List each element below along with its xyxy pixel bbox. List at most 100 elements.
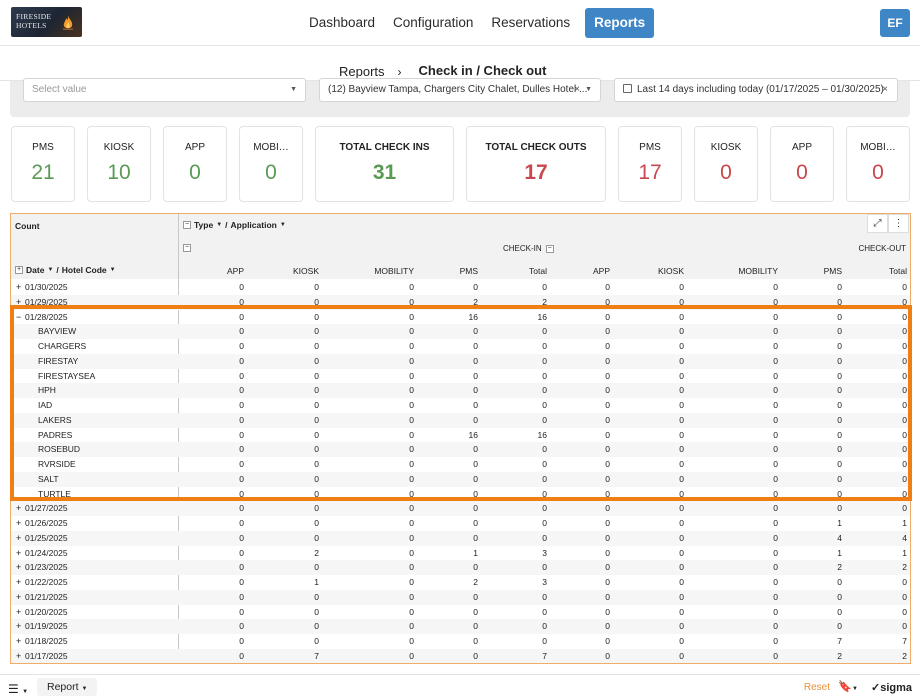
hotel-row: ROSEBUD 0 0 0 0 0 0 0 0 0 0 [11, 442, 910, 458]
table-cell: 1 [837, 547, 842, 558]
more-options-icon[interactable]: ⋮ [888, 214, 909, 233]
column-header[interactable]: APP [592, 266, 610, 276]
application-sort-icon[interactable]: ▼ [279, 222, 286, 228]
nav-reservations[interactable]: Reservations [491, 15, 571, 30]
bookmark-icon[interactable]: 🔖▼ [838, 681, 858, 693]
date-label[interactable]: +01/18/2025 [16, 636, 68, 646]
date-label[interactable]: +01/20/2025 [16, 607, 68, 617]
type-sort-icon[interactable]: ▼ [216, 222, 223, 228]
chevron-down-icon[interactable]: ▼ [585, 86, 592, 93]
column-header[interactable]: KIOSK [293, 266, 319, 276]
collapse-icon[interactable]: − [545, 244, 554, 253]
table-cell: 0 [902, 385, 907, 396]
expand-icon[interactable]: + [16, 577, 22, 587]
table-cell: 0 [409, 400, 414, 410]
sigma-logo: ✓sigma [870, 682, 912, 694]
reset-button[interactable]: Reset [803, 682, 830, 693]
date-label[interactable]: +01/22/2025 [16, 577, 68, 587]
column-header[interactable]: MOBILITY [738, 266, 778, 276]
table-cell: 0 [605, 503, 610, 514]
collapse-icon[interactable]: − [183, 221, 191, 229]
application-field[interactable]: Application [230, 220, 277, 230]
date-label[interactable]: +01/23/2025 [16, 562, 68, 572]
table-cell: 0 [773, 577, 778, 587]
column-header[interactable]: Total [529, 266, 547, 276]
column-header[interactable]: APP [226, 266, 244, 276]
hotel-code-label: BAYVIEW [38, 326, 76, 336]
column-header[interactable]: MOBILITY [374, 266, 414, 276]
expand-icon[interactable]: + [16, 503, 22, 514]
nav-configuration[interactable]: Configuration [393, 15, 474, 30]
table-cell: 0 [473, 444, 478, 455]
kpi-total-checkouts: TOTAL CHECK OUTS 17 [466, 126, 606, 202]
fireside-hotels-logo[interactable]: FIRESIDE HOTELS [11, 7, 82, 37]
clear-icon[interactable]: × [882, 84, 888, 95]
expand-icon[interactable]: + [16, 606, 22, 617]
kpi-total-checkins: TOTAL CHECK INS 31 [315, 126, 454, 202]
table-cell: 7 [542, 650, 547, 661]
table-cell: 0 [314, 503, 319, 514]
collapse-icon[interactable]: − [183, 244, 191, 252]
expand-icon[interactable]: + [16, 591, 22, 602]
table-cell: 0 [837, 282, 842, 292]
expand-icon[interactable]: + [16, 562, 22, 573]
clear-icon[interactable]: × [574, 84, 580, 95]
table-cell: 0 [314, 473, 319, 484]
date-label[interactable]: −01/28/2025 [16, 312, 68, 322]
table-cell: 0 [605, 547, 610, 558]
column-header[interactable]: PMS [459, 266, 478, 276]
expand-icon[interactable]: + [16, 532, 22, 543]
table-cell: 0 [239, 518, 244, 528]
expand-icon[interactable]: + [16, 296, 22, 307]
expand-icon[interactable]: + [16, 518, 22, 528]
column-header[interactable]: Total [889, 266, 907, 276]
date-range-select[interactable]: Last 14 days including today (01/17/2025… [614, 78, 898, 102]
date-label[interactable]: +01/29/2025 [16, 297, 68, 307]
table-cell: 0 [773, 370, 778, 381]
expand-icon[interactable]: + [15, 266, 23, 274]
table-cell: 0 [409, 606, 414, 617]
date-label[interactable]: +01/21/2025 [16, 592, 68, 602]
column-header-fields: − Type ▼ / Application ▼ [183, 220, 286, 230]
expand-icon[interactable]: ⤢ [867, 214, 888, 233]
table-cell: 0 [409, 444, 414, 455]
table-cell: 0 [773, 400, 778, 410]
nav-dashboard[interactable]: Dashboard [309, 15, 376, 30]
table-cell: 0 [679, 296, 684, 307]
table-cell: 0 [902, 606, 907, 617]
table-cell: 0 [773, 355, 778, 366]
hotel-code-field[interactable]: Hotel Code [61, 265, 107, 275]
expand-icon[interactable]: + [16, 547, 22, 558]
table-cell: 0 [605, 518, 610, 528]
user-avatar[interactable]: EF [880, 9, 910, 37]
value-select[interactable]: Select value ▼ [23, 78, 306, 102]
hotel-select[interactable]: (12) Bayview Tampa, Chargers City Chalet… [319, 78, 601, 102]
expand-icon[interactable]: + [16, 282, 22, 292]
breadcrumb-reports[interactable]: Reports [339, 64, 385, 79]
type-field[interactable]: Type [194, 220, 214, 230]
table-cell: 0 [605, 385, 610, 396]
date-label[interactable]: +01/17/2025 [16, 651, 68, 661]
date-field[interactable]: Date [26, 265, 45, 275]
date-label[interactable]: +01/24/2025 [16, 548, 68, 558]
date-label[interactable]: +01/25/2025 [16, 533, 68, 543]
menu-icon[interactable]: ☰ ▼ [8, 682, 29, 696]
date-sort-icon[interactable]: ▼ [47, 267, 54, 273]
table-cell: 0 [473, 341, 478, 351]
expand-icon[interactable]: + [16, 636, 22, 646]
nav-reports[interactable]: Reports [585, 8, 655, 38]
date-label[interactable]: +01/19/2025 [16, 621, 68, 631]
page-tab-report[interactable]: Report ▼ [37, 678, 98, 696]
table-cell: 0 [314, 400, 319, 410]
breadcrumb-separator: › [397, 64, 402, 79]
column-header[interactable]: PMS [823, 266, 842, 276]
table-cell: 0 [473, 636, 478, 646]
hotel-code-sort-icon[interactable]: ▼ [109, 267, 116, 273]
date-label[interactable]: +01/26/2025 [16, 518, 68, 528]
expand-icon[interactable]: + [16, 621, 22, 632]
collapse-icon[interactable]: − [16, 311, 22, 322]
expand-icon[interactable]: + [16, 650, 22, 661]
date-label[interactable]: +01/30/2025 [16, 282, 68, 292]
date-label[interactable]: +01/27/2025 [16, 503, 68, 513]
column-header[interactable]: KIOSK [658, 266, 684, 276]
